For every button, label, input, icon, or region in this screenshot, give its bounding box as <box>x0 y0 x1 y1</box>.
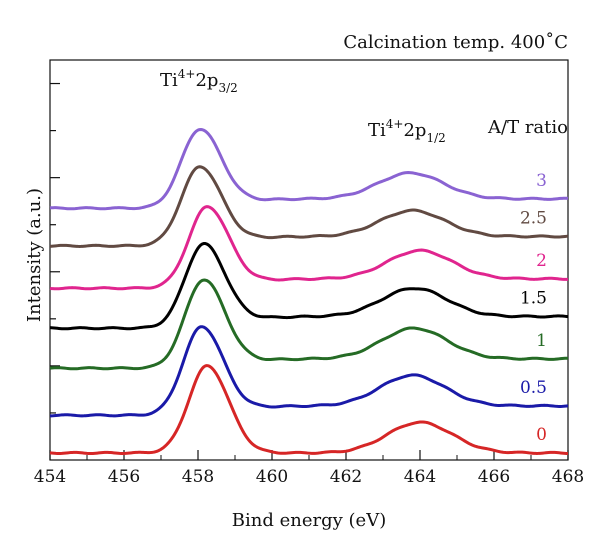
series-label: 3 <box>536 171 547 191</box>
x-tick-label: 462 <box>330 467 362 487</box>
x-axis-title: Bind energy (eV) <box>232 510 386 531</box>
series-label: 1.5 <box>520 288 547 308</box>
x-tick-label: 460 <box>256 467 288 487</box>
series-line <box>49 165 569 248</box>
chart-title: Calcination temp. 400˚C <box>343 31 568 53</box>
series-line <box>49 205 569 291</box>
peak-annotation-2p1-2: Ti4+2p1/2 <box>368 117 446 145</box>
series-label: 2 <box>536 251 547 271</box>
x-tick-label: 464 <box>404 467 436 487</box>
series-lines <box>49 128 569 456</box>
series-line <box>49 242 569 331</box>
series-label: 0 <box>536 425 547 445</box>
x-tick-label: 456 <box>108 467 140 487</box>
series-labels: 0 0.5 1 1.5 2 2.5 3 <box>520 171 547 445</box>
legend-title: A/T ratio <box>487 117 568 138</box>
x-tick-label: 466 <box>478 467 510 487</box>
series-label: 0.5 <box>520 378 547 398</box>
x-tick-labels: 454 456 458 460 462 464 466 468 <box>34 467 584 487</box>
x-tick-label: 468 <box>552 467 584 487</box>
series-line <box>49 325 569 418</box>
y-axis-title: Intensity (a.u.) <box>24 188 45 322</box>
series-line <box>49 128 569 211</box>
series-line <box>49 278 569 371</box>
series-label: 1 <box>536 331 547 351</box>
series-line <box>49 364 569 456</box>
peak-annotation-2p3-2: Ti4+2p3/2 <box>160 67 238 95</box>
x-tick-label: 454 <box>34 467 66 487</box>
series-label: 2.5 <box>520 208 547 228</box>
x-tick-label: 458 <box>182 467 214 487</box>
